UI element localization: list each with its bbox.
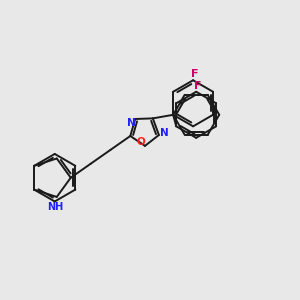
Text: NH: NH [47, 202, 63, 212]
Text: F: F [194, 80, 202, 91]
Text: N: N [127, 118, 136, 128]
Text: O: O [136, 137, 145, 147]
Text: F: F [191, 69, 199, 79]
Text: N: N [160, 128, 169, 138]
